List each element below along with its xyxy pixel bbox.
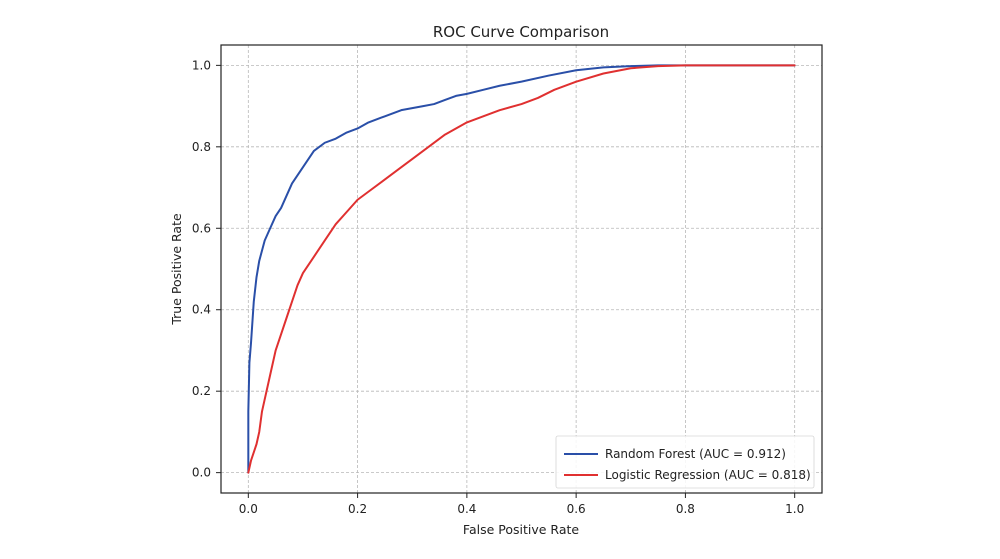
x-tick-label: 0.0 (239, 502, 258, 516)
axis-ticks: 0.0 0.2 0.4 0.6 0.8 1.0 0.0 0.2 0.4 0.6 0.8 1.0 (192, 58, 804, 516)
y-tick-label: 0.0 (192, 466, 211, 480)
logistic-regression-line (247, 64, 796, 474)
chart-title: ROC Curve Comparison (433, 23, 609, 41)
logistic-regression-legend-label: Logistic Regression (AUC = 0.818) (605, 468, 811, 482)
x-tick-label: 0.4 (457, 502, 476, 516)
y-tick-label: 0.6 (192, 221, 211, 235)
plot-area-frame (220, 44, 823, 494)
x-tick-label: 0.6 (567, 502, 586, 516)
y-axis-title: True Positive Rate (169, 213, 184, 326)
x-tick-label: 0.8 (676, 502, 695, 516)
legend: Random Forest (AUC = 0.912) Logistic Regr… (555, 435, 815, 489)
random-forest-line (247, 64, 796, 474)
x-axis-title: False Positive Rate (463, 522, 579, 537)
y-tick-label: 0.2 (192, 384, 211, 398)
y-tick-label: 0.8 (192, 140, 211, 154)
x-tick-label: 1.0 (785, 502, 804, 516)
random-forest-legend-label: Random Forest (AUC = 0.912) (605, 447, 786, 461)
y-tick-label: 0.4 (192, 303, 211, 317)
series-lines (247, 64, 796, 474)
y-tick-label: 1.0 (192, 58, 211, 72)
legend-box (555, 435, 815, 489)
x-tick-label: 0.2 (348, 502, 367, 516)
